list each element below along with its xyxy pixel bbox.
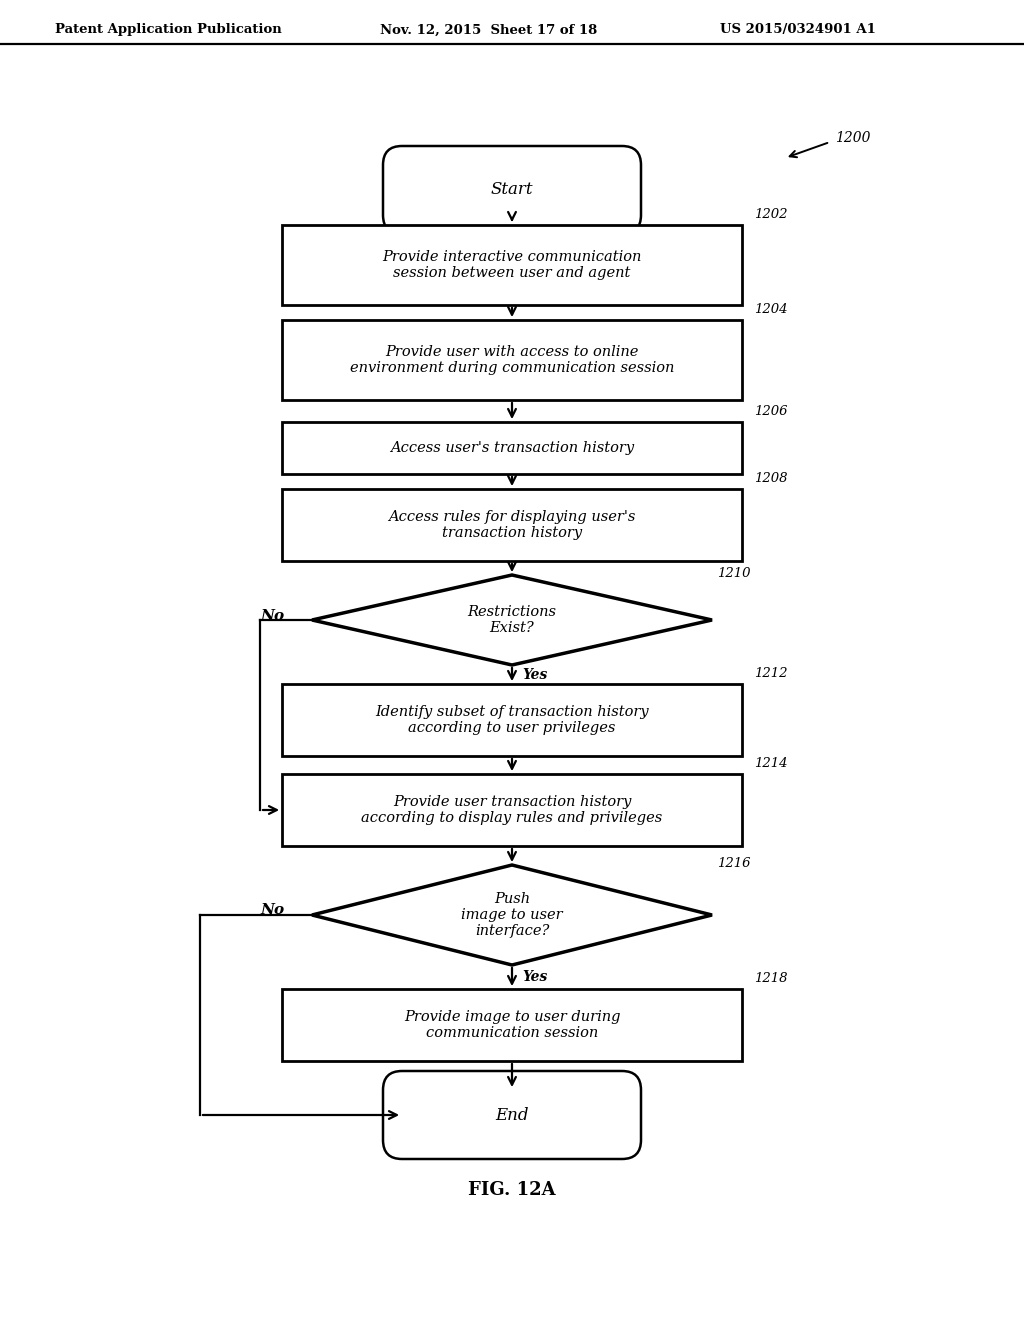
Bar (282, 774, 742, 846)
Text: 1200: 1200 (835, 131, 870, 145)
Text: Provide image to user during
communication session: Provide image to user during communicati… (403, 1010, 621, 1040)
Text: Restrictions
Exist?: Restrictions Exist? (468, 605, 556, 635)
Text: FIG. 12A: FIG. 12A (468, 1181, 556, 1199)
Text: Access user's transaction history: Access user's transaction history (390, 441, 634, 455)
Text: Access rules for displaying user's
transaction history: Access rules for displaying user's trans… (388, 510, 636, 540)
Text: Provide interactive communication
session between user and agent: Provide interactive communication sessio… (382, 249, 642, 280)
Text: Provide user with access to online
environment during communication session: Provide user with access to online envir… (350, 345, 674, 375)
Text: Yes: Yes (522, 668, 547, 682)
Text: 1202: 1202 (754, 209, 787, 220)
Text: 1206: 1206 (754, 405, 787, 418)
Text: 1204: 1204 (754, 304, 787, 315)
Text: 1216: 1216 (717, 857, 751, 870)
Text: Start: Start (490, 181, 534, 198)
Text: US 2015/0324901 A1: US 2015/0324901 A1 (720, 24, 876, 37)
Text: No: No (261, 903, 285, 917)
Text: 1210: 1210 (717, 568, 751, 579)
Bar (282, 224, 742, 305)
Bar (282, 989, 742, 1061)
Text: 1218: 1218 (754, 972, 787, 985)
Text: Patent Application Publication: Patent Application Publication (55, 24, 282, 37)
Text: 1212: 1212 (754, 667, 787, 680)
FancyBboxPatch shape (383, 1071, 641, 1159)
Text: 1214: 1214 (754, 756, 787, 770)
Polygon shape (312, 576, 712, 665)
Bar (282, 684, 742, 756)
Text: Identify subset of transaction history
according to user privileges: Identify subset of transaction history a… (375, 705, 649, 735)
Polygon shape (312, 865, 712, 965)
Text: Provide user transaction history
according to display rules and privileges: Provide user transaction history accordi… (361, 795, 663, 825)
Text: No: No (261, 609, 285, 623)
Text: 1208: 1208 (754, 473, 787, 484)
Text: Nov. 12, 2015  Sheet 17 of 18: Nov. 12, 2015 Sheet 17 of 18 (380, 24, 597, 37)
Bar (282, 319, 742, 400)
FancyBboxPatch shape (383, 147, 641, 234)
Bar (282, 422, 742, 474)
Text: Push
image to user
interface?: Push image to user interface? (461, 892, 563, 939)
Text: Yes: Yes (522, 970, 547, 983)
Text: End: End (496, 1106, 528, 1123)
Bar (282, 488, 742, 561)
